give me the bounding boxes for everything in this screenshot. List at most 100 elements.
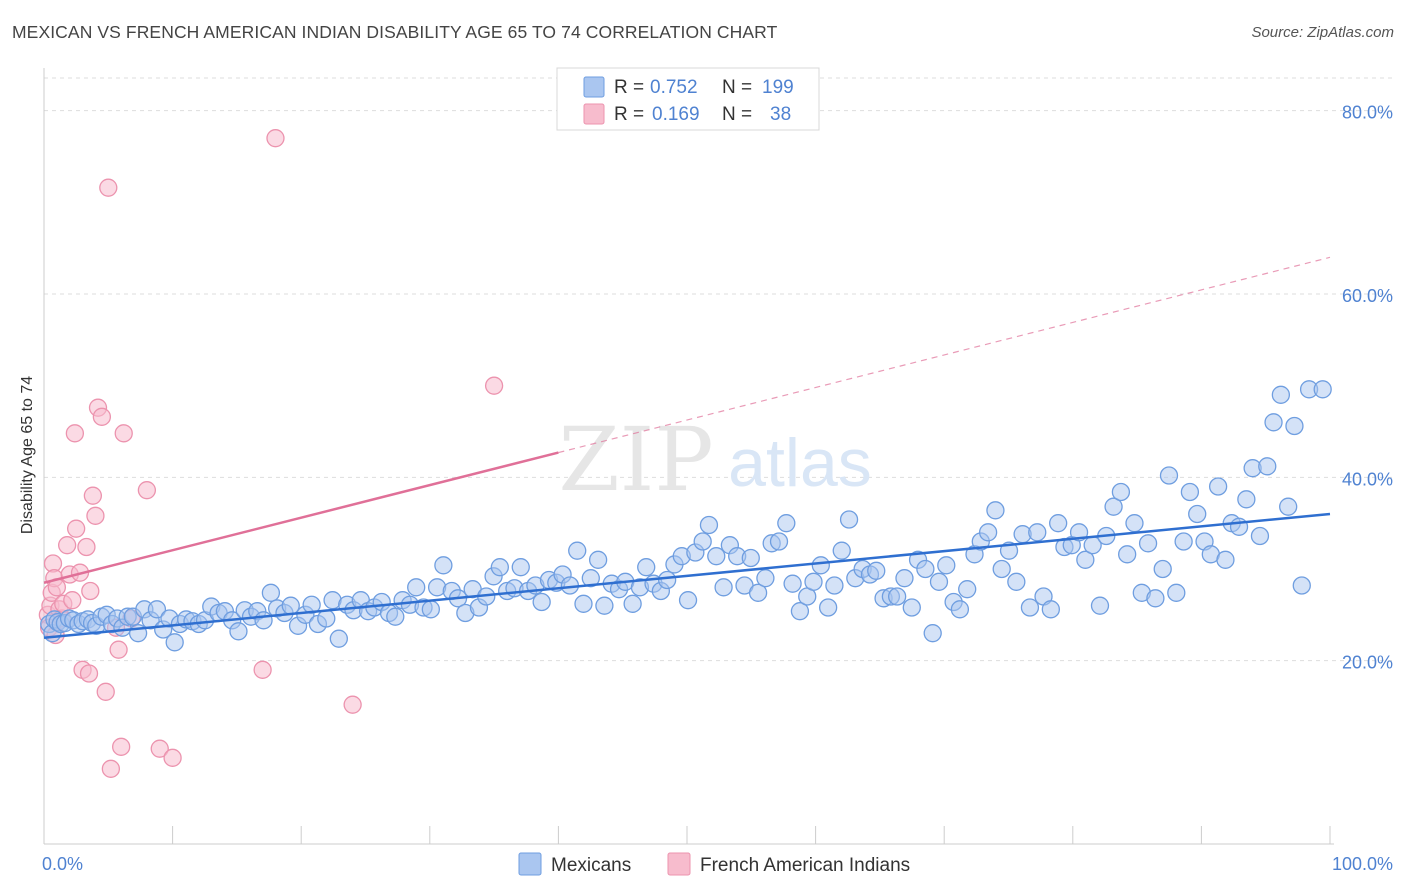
data-point-mexicans <box>923 624 942 643</box>
data-point-mexicans <box>1229 517 1249 536</box>
series-legend-swatch-french-american-indians <box>667 852 691 876</box>
data-point-french-american-indians <box>79 664 99 683</box>
data-point-french-american-indians <box>266 129 285 148</box>
data-point-mexicans <box>916 559 935 579</box>
data-point-mexicans <box>978 523 998 542</box>
data-point-mexicans <box>902 598 921 617</box>
data-point-mexicans <box>1208 477 1228 496</box>
data-point-mexicans <box>693 532 712 551</box>
data-point-mexicans <box>1146 589 1165 608</box>
french-american-indians-series <box>38 129 504 778</box>
data-point-mexicans <box>777 514 796 533</box>
watermark-zip: ZIP <box>558 408 713 511</box>
series-legend-french-american-indians: French American Indians <box>700 855 910 876</box>
data-point-mexicans <box>1188 504 1207 524</box>
data-point-french-american-indians <box>114 424 133 443</box>
trend-line-mexicans <box>43 512 1331 639</box>
data-point-mexicans <box>1180 482 1200 502</box>
legend-n-label-1: N = <box>722 77 752 98</box>
data-point-french-american-indians <box>57 536 77 555</box>
data-point-mexicans <box>811 556 830 575</box>
data-point-mexicans <box>741 548 760 568</box>
series-legend-swatch-mexicans <box>518 852 542 876</box>
data-point-mexicans <box>1279 497 1298 516</box>
data-point-mexicans <box>699 515 719 535</box>
data-point-mexicans <box>1076 550 1095 569</box>
data-point-mexicans <box>386 607 405 626</box>
data-point-mexicans <box>818 598 838 617</box>
data-point-mexicans <box>825 576 844 595</box>
data-point-mexicans <box>1090 596 1110 615</box>
trend-line-french-american-indians-extrapolated <box>558 256 1331 454</box>
data-point-mexicans <box>1041 600 1060 619</box>
source-label: Source: ZipAtlas.com <box>1251 24 1394 41</box>
legend-n-label-2: N = <box>722 104 752 125</box>
data-point-french-american-indians <box>77 537 96 557</box>
data-point-french-american-indians <box>112 737 131 756</box>
data-point-french-american-indians <box>484 376 504 395</box>
data-point-mexicans <box>421 600 440 619</box>
axes <box>43 68 1334 845</box>
data-point-mexicans <box>992 559 1011 579</box>
legend-n-value-2: 38 <box>770 104 791 125</box>
y-tick-label-40: 40.0% <box>1342 469 1393 489</box>
data-point-french-american-indians <box>150 739 169 758</box>
data-point-mexicans <box>790 602 810 621</box>
data-point-mexicans <box>261 583 281 602</box>
x-tick-label-min: 0.0% <box>42 854 83 874</box>
data-point-mexicans <box>302 595 321 614</box>
data-point-mexicans <box>1167 583 1186 602</box>
y-tick-label-60: 60.0% <box>1342 286 1393 306</box>
series-legend: Mexicans French American Indians <box>518 852 910 876</box>
legend-r-label-1: R = <box>614 77 644 98</box>
data-point-mexicans <box>1292 576 1311 595</box>
data-point-mexicans <box>958 580 977 599</box>
data-point-mexicans <box>804 572 823 591</box>
legend-swatch-mexicans <box>583 76 605 98</box>
data-point-mexicans <box>568 541 587 560</box>
trend-lines <box>43 256 1331 639</box>
data-point-mexicans <box>1118 545 1137 564</box>
trend-line-french-american-indians <box>43 451 559 584</box>
data-point-mexicans <box>657 570 677 590</box>
data-point-french-american-indians <box>67 519 86 538</box>
data-point-mexicans <box>769 532 789 551</box>
data-point-mexicans <box>1250 526 1270 546</box>
data-point-mexicans <box>329 629 348 648</box>
legend-n-value-1: 199 <box>762 77 794 98</box>
legend-r-value-2: 0.169 <box>652 104 700 125</box>
data-point-french-american-indians <box>343 695 362 714</box>
x-tick-label-max: 100.0% <box>1332 854 1393 874</box>
mexicans-series <box>40 380 1332 652</box>
data-point-mexicans <box>832 541 851 560</box>
data-point-mexicans <box>1271 385 1291 404</box>
data-point-french-american-indians <box>163 748 182 767</box>
data-point-french-american-indians <box>92 407 112 426</box>
data-point-mexicans <box>1020 598 1040 617</box>
data-point-mexicans <box>229 622 248 641</box>
data-point-mexicans <box>1174 532 1193 551</box>
data-point-mexicans <box>937 556 956 575</box>
data-point-mexicans <box>714 578 733 597</box>
data-point-french-american-indians <box>101 759 121 778</box>
series-legend-mexicans: Mexicans <box>551 855 631 876</box>
data-point-mexicans <box>678 591 698 610</box>
data-point-mexicans <box>147 600 167 619</box>
data-point-mexicans <box>1216 550 1235 569</box>
data-point-mexicans <box>511 558 530 577</box>
data-point-french-american-indians <box>96 682 115 701</box>
data-point-mexicans <box>623 594 642 613</box>
data-point-mexicans <box>748 583 768 602</box>
data-point-mexicans <box>756 569 775 588</box>
data-point-mexicans <box>490 558 510 577</box>
data-point-mexicans <box>1125 514 1144 533</box>
data-point-french-american-indians <box>253 660 272 679</box>
data-point-mexicans <box>317 609 336 628</box>
data-point-mexicans <box>1138 534 1158 553</box>
data-point-mexicans <box>1028 523 1047 542</box>
data-point-french-american-indians <box>137 481 157 500</box>
data-point-mexicans <box>986 501 1005 520</box>
x-tick-labels: 0.0% 100.0% <box>42 854 1393 874</box>
chart-title: MEXICAN VS FRENCH AMERICAN INDIAN DISABI… <box>12 22 778 42</box>
